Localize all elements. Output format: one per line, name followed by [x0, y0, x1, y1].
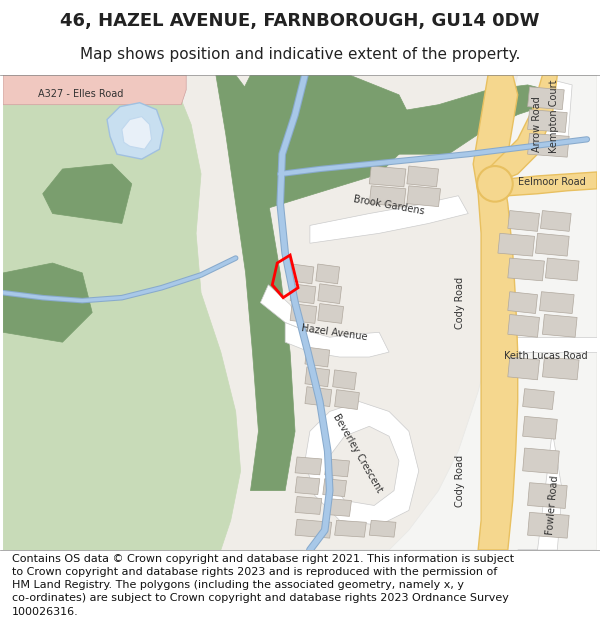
Polygon shape — [335, 520, 367, 537]
Polygon shape — [325, 499, 352, 516]
Text: 46, HAZEL AVENUE, FARNBOROUGH, GU14 0DW: 46, HAZEL AVENUE, FARNBOROUGH, GU14 0DW — [60, 12, 540, 30]
Polygon shape — [527, 109, 567, 132]
Polygon shape — [538, 80, 572, 154]
Polygon shape — [518, 431, 562, 550]
Polygon shape — [508, 211, 539, 231]
Polygon shape — [316, 264, 340, 284]
Polygon shape — [325, 459, 349, 477]
Polygon shape — [473, 75, 518, 550]
Polygon shape — [332, 370, 356, 390]
Polygon shape — [539, 292, 574, 314]
Polygon shape — [527, 482, 567, 509]
Polygon shape — [305, 347, 329, 367]
Text: Brook Gardens: Brook Gardens — [353, 194, 425, 217]
Text: Cody Road: Cody Road — [455, 276, 466, 329]
Polygon shape — [508, 258, 544, 281]
Polygon shape — [407, 186, 440, 207]
Polygon shape — [107, 102, 163, 159]
Polygon shape — [369, 186, 406, 207]
Polygon shape — [285, 322, 389, 357]
Polygon shape — [369, 520, 396, 537]
Polygon shape — [295, 477, 320, 494]
Polygon shape — [335, 390, 359, 409]
Polygon shape — [407, 166, 439, 187]
Text: Hazel Avenue: Hazel Avenue — [301, 322, 368, 342]
Text: Arrow Road: Arrow Road — [533, 97, 542, 152]
Polygon shape — [251, 85, 567, 154]
Polygon shape — [508, 357, 539, 380]
Polygon shape — [527, 133, 569, 157]
Polygon shape — [318, 284, 341, 304]
Text: Eelmoor Road: Eelmoor Road — [518, 177, 586, 187]
Polygon shape — [541, 211, 571, 231]
Polygon shape — [527, 512, 569, 538]
Polygon shape — [290, 264, 314, 284]
Polygon shape — [508, 292, 538, 314]
Polygon shape — [545, 258, 579, 281]
Polygon shape — [3, 75, 186, 104]
Polygon shape — [241, 75, 419, 214]
Polygon shape — [523, 416, 557, 439]
Polygon shape — [318, 304, 344, 323]
Polygon shape — [493, 172, 597, 196]
Polygon shape — [295, 519, 332, 538]
Polygon shape — [216, 75, 295, 491]
Polygon shape — [488, 75, 557, 184]
Polygon shape — [260, 285, 305, 330]
Polygon shape — [329, 426, 399, 506]
Polygon shape — [3, 75, 597, 550]
Polygon shape — [310, 196, 468, 243]
Polygon shape — [290, 304, 317, 323]
Polygon shape — [523, 448, 559, 474]
Text: Keith Lucas Road: Keith Lucas Road — [503, 351, 587, 361]
Polygon shape — [527, 87, 564, 109]
Polygon shape — [290, 284, 316, 304]
Text: Contains OS data © Crown copyright and database right 2021. This information is : Contains OS data © Crown copyright and d… — [12, 554, 514, 616]
Polygon shape — [323, 479, 347, 496]
Text: Kempton Court: Kempton Court — [550, 80, 559, 153]
Text: A327 - Elles Road: A327 - Elles Road — [38, 89, 123, 99]
Polygon shape — [536, 233, 569, 256]
Polygon shape — [498, 233, 535, 256]
Polygon shape — [523, 389, 554, 409]
Polygon shape — [369, 166, 406, 187]
Polygon shape — [290, 75, 597, 550]
Polygon shape — [122, 116, 152, 149]
Polygon shape — [508, 314, 539, 338]
Polygon shape — [43, 164, 132, 223]
Polygon shape — [305, 387, 332, 406]
Text: Map shows position and indicative extent of the property.: Map shows position and indicative extent… — [80, 46, 520, 61]
Polygon shape — [542, 314, 577, 338]
Text: Fowler Road: Fowler Road — [545, 476, 560, 536]
Polygon shape — [295, 496, 322, 514]
Text: Beverley Crescent: Beverley Crescent — [331, 412, 384, 494]
Polygon shape — [488, 338, 597, 352]
Polygon shape — [3, 263, 92, 343]
Polygon shape — [3, 75, 241, 550]
Polygon shape — [542, 357, 579, 380]
Text: Cody Road: Cody Road — [455, 454, 466, 507]
Polygon shape — [305, 401, 419, 525]
Polygon shape — [305, 367, 329, 387]
Polygon shape — [295, 457, 322, 475]
Circle shape — [477, 166, 513, 202]
